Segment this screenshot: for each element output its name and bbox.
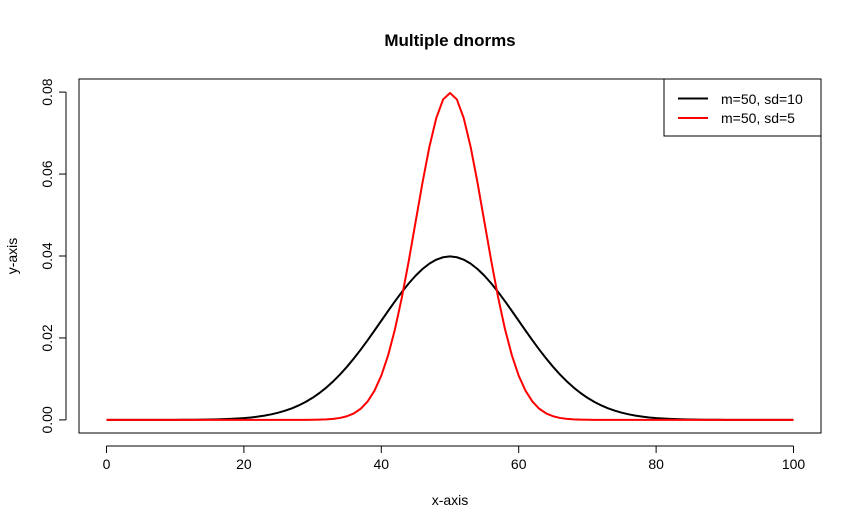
x-tick-label: 80	[648, 456, 664, 472]
x-tick-label: 40	[374, 456, 390, 472]
x-tick-label: 60	[511, 456, 527, 472]
y-tick-label: 0.04	[39, 242, 55, 269]
plot-frame	[78, 78, 822, 434]
x-tick-label: 100	[782, 456, 806, 472]
x-tick-label: 0	[103, 456, 111, 472]
y-tick-label: 0.02	[39, 324, 55, 351]
series-line-sd10	[106, 255, 794, 421]
y-tick-label: 0.08	[39, 78, 55, 105]
y-axis-label: y-axis	[4, 238, 20, 275]
chart-title: Multiple dnorms	[384, 31, 515, 50]
y-tick-label: 0.00	[39, 406, 55, 433]
x-axis: 0 20 40 60 80 100	[103, 445, 806, 472]
y-axis: 0.00 0.02 0.04 0.06 0.08	[39, 78, 67, 434]
series-line-sd5	[106, 91, 794, 421]
series-layer	[106, 91, 794, 421]
x-tick-label: 20	[236, 456, 252, 472]
legend: m=50, sd=10 m=50, sd=5	[663, 78, 822, 137]
legend-label-sd10: m=50, sd=10	[721, 91, 803, 107]
legend-box	[663, 78, 822, 137]
x-axis-label: x-axis	[432, 492, 469, 508]
y-tick-label: 0.06	[39, 160, 55, 187]
legend-label-sd5: m=50, sd=5	[721, 110, 795, 126]
